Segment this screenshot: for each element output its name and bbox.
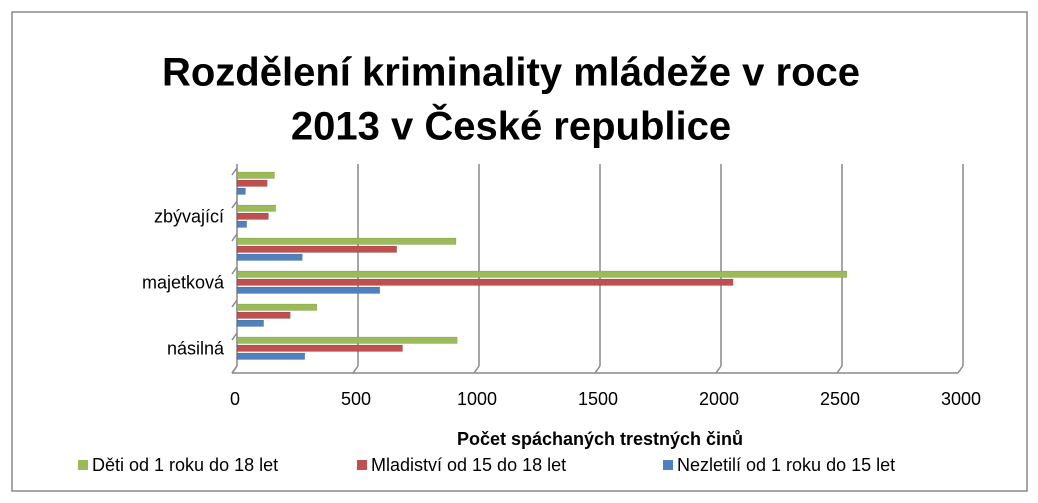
axis-tick bbox=[231, 233, 238, 242]
x-tick-label: 3000 bbox=[941, 389, 981, 409]
grid-line bbox=[957, 365, 964, 374]
bar bbox=[236, 179, 268, 187]
y-tick-label: majetková bbox=[142, 272, 225, 292]
legend-label: Děti od 1 roku do 18 let bbox=[92, 455, 278, 475]
bar bbox=[236, 344, 403, 352]
x-tick-label: 2500 bbox=[820, 389, 860, 409]
axis-tick bbox=[231, 365, 238, 374]
axis-tick bbox=[231, 200, 238, 209]
bar bbox=[236, 204, 276, 212]
bar bbox=[236, 303, 318, 311]
bar bbox=[236, 352, 306, 360]
x-tick-label: 1500 bbox=[578, 389, 618, 409]
x-tick-label: 0 bbox=[230, 389, 240, 409]
bar bbox=[236, 187, 246, 195]
x-tick-label: 2000 bbox=[699, 389, 739, 409]
grid-line bbox=[473, 365, 480, 374]
bar bbox=[236, 319, 264, 327]
grid-line bbox=[594, 365, 601, 374]
legend-label: Nezletilí od 1 roku do 15 let bbox=[677, 455, 895, 475]
bar bbox=[236, 286, 381, 294]
bar bbox=[236, 311, 291, 319]
bar bbox=[236, 270, 848, 278]
legend-swatch bbox=[78, 460, 88, 470]
grid-line bbox=[352, 365, 359, 374]
bar bbox=[236, 278, 734, 286]
y-tick-label: násilná bbox=[167, 338, 225, 358]
legend-label: Mladiství od 15 do 18 let bbox=[371, 455, 566, 475]
axis-tick bbox=[231, 167, 238, 176]
bar bbox=[236, 336, 458, 344]
bar bbox=[236, 245, 397, 253]
grid-line bbox=[715, 365, 722, 374]
chart-frame bbox=[11, 11, 1028, 492]
bar bbox=[236, 253, 303, 261]
legend-swatch bbox=[663, 460, 673, 470]
bar bbox=[236, 212, 269, 220]
x-tick-label: 500 bbox=[341, 389, 371, 409]
axis-tick bbox=[231, 332, 238, 341]
legend-swatch bbox=[357, 460, 367, 470]
axis-tick bbox=[231, 266, 238, 275]
chart-title: Rozdělení kriminality mládeže v roce bbox=[162, 51, 860, 95]
bar bbox=[236, 220, 247, 228]
y-tick-label: zbývající bbox=[154, 206, 224, 226]
grid-line bbox=[836, 365, 843, 374]
bar bbox=[236, 171, 275, 179]
x-axis-title: Počet spáchaných trestných činů bbox=[457, 429, 743, 449]
axis-tick bbox=[231, 299, 238, 308]
bar bbox=[236, 237, 457, 245]
x-tick-label: 1000 bbox=[457, 389, 497, 409]
chart-title: 2013 v České republice bbox=[291, 103, 731, 149]
